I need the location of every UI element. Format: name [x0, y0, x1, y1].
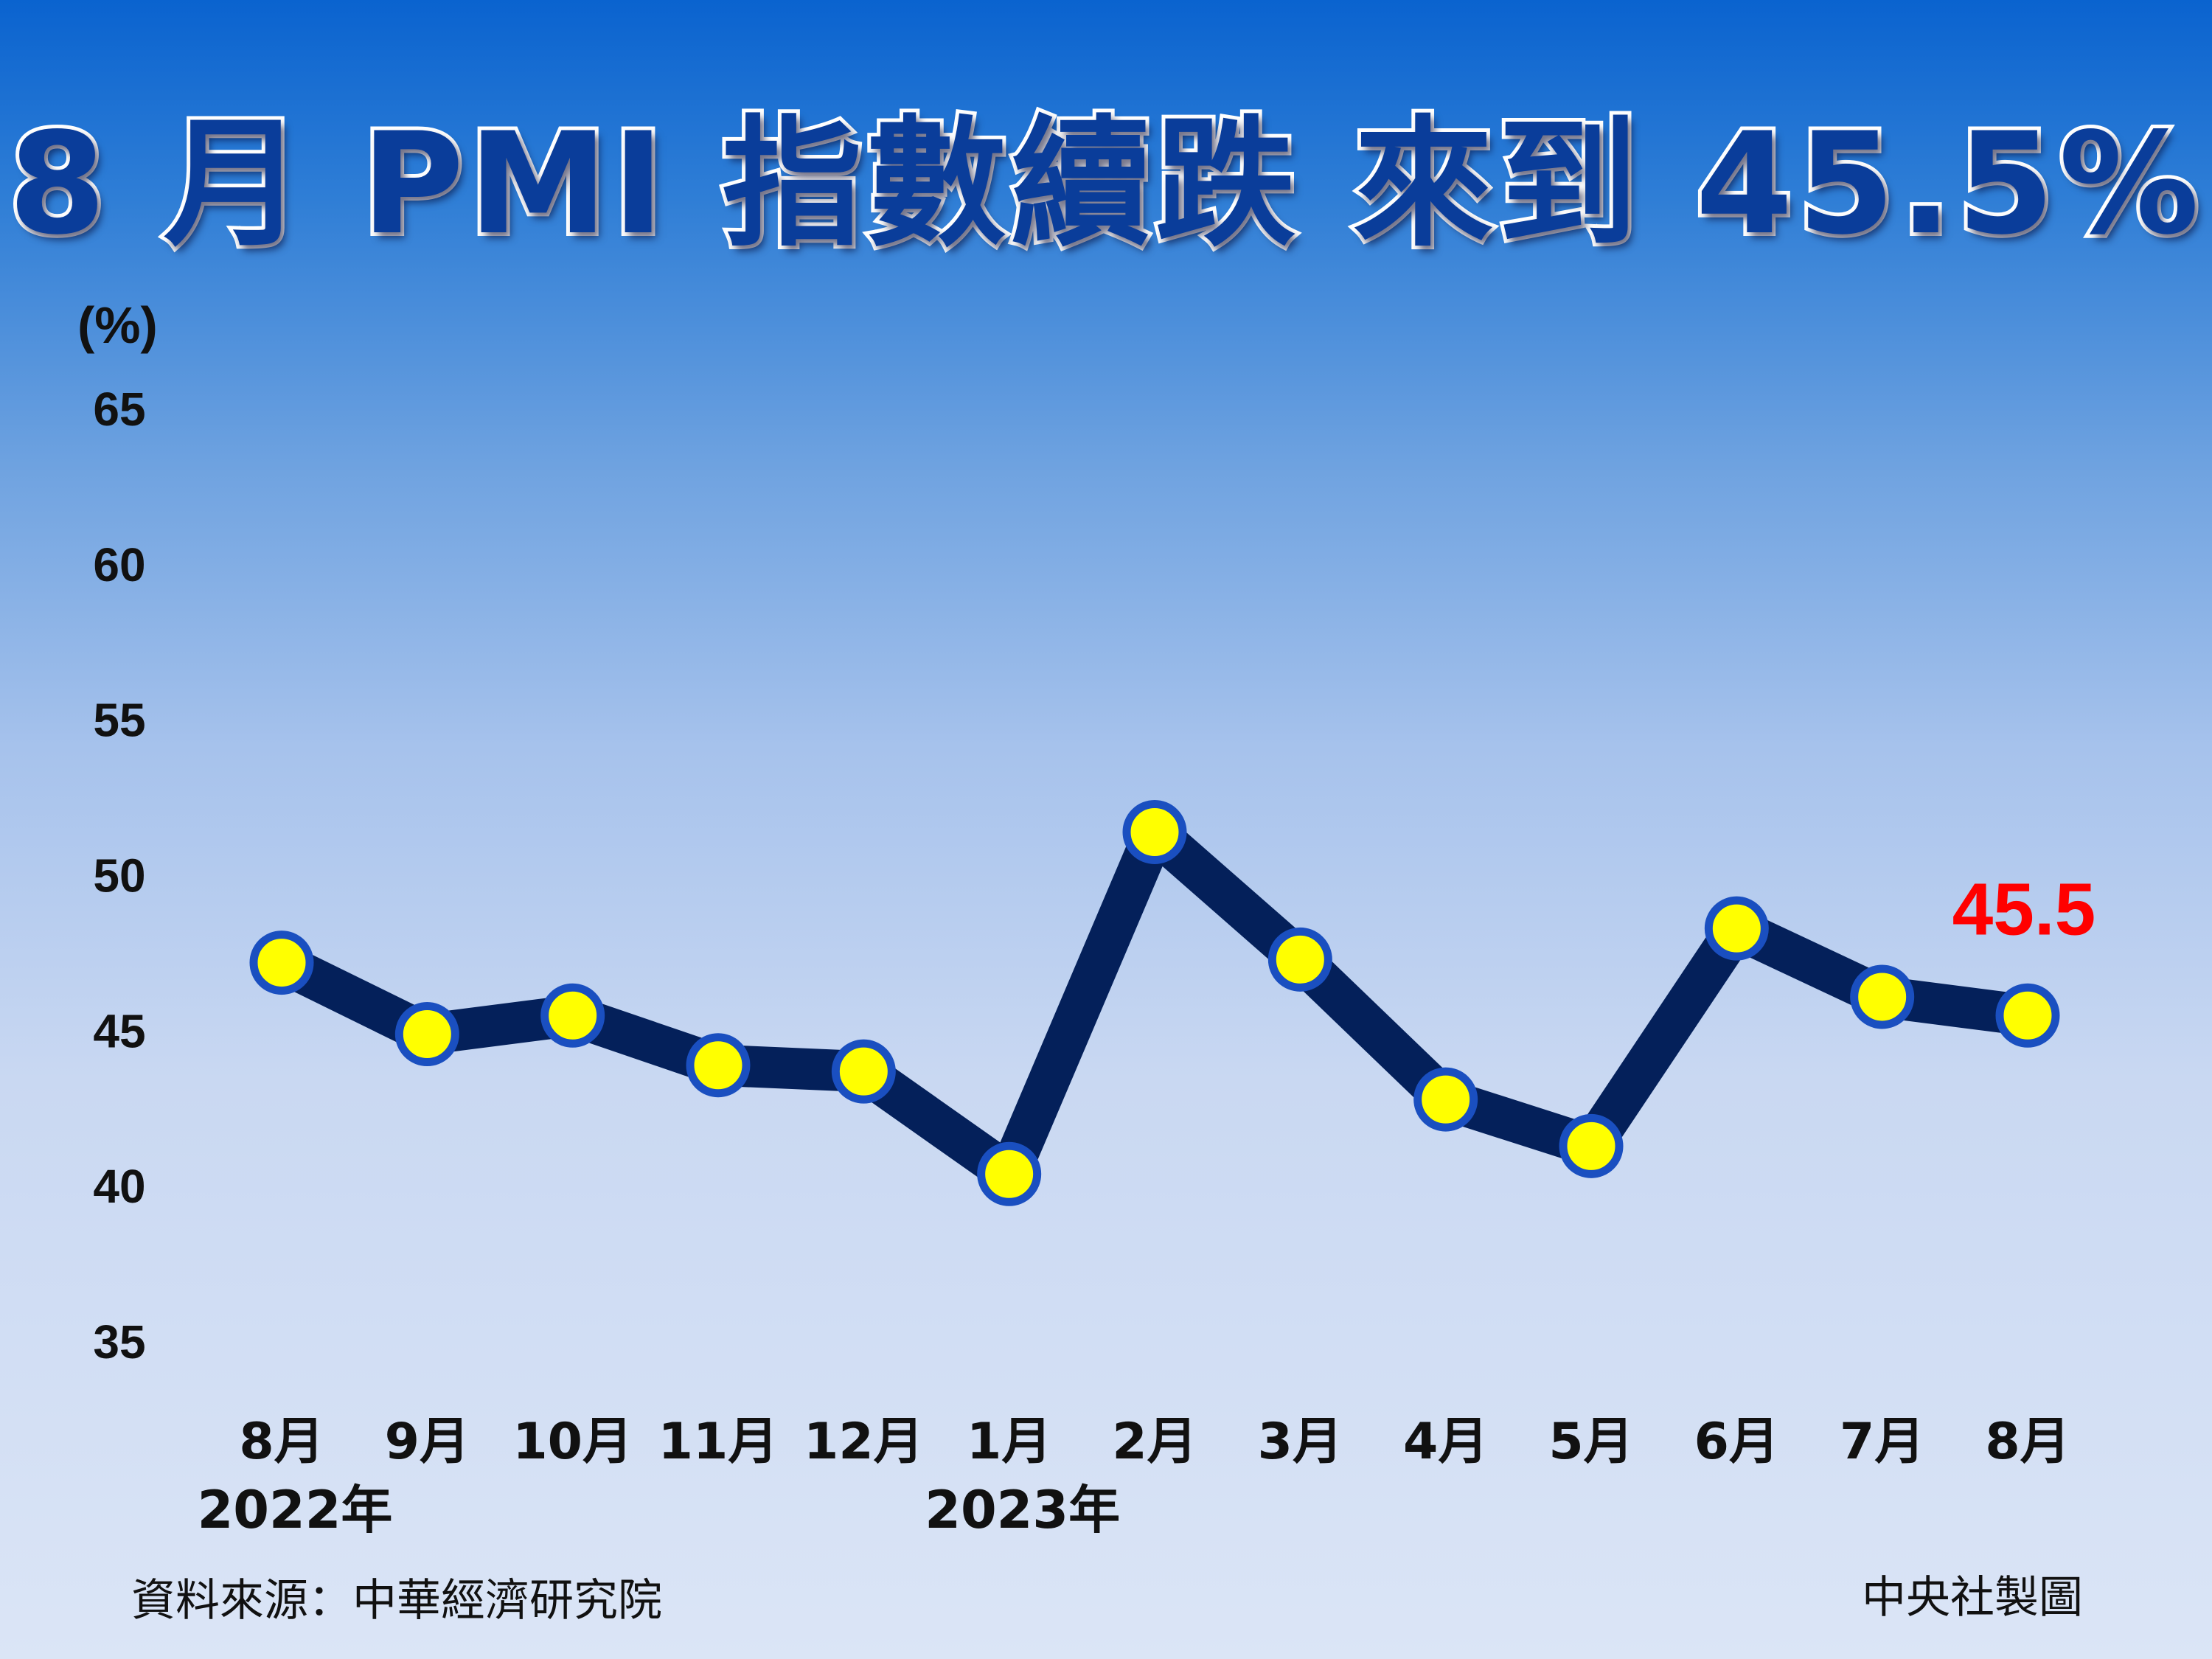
data-point-marker	[977, 1141, 1042, 1206]
x-category-label: 1月	[967, 1413, 1051, 1471]
data-point-marker	[249, 931, 314, 995]
data-point-marker	[1413, 1067, 1478, 1132]
y-tick-40: 40	[93, 1160, 145, 1213]
x-category-label: 8月	[239, 1413, 324, 1471]
x-category-label: 2月	[1112, 1413, 1197, 1471]
x-category-label: 6月	[1694, 1413, 1779, 1471]
source-note: 資料來源：中華經濟研究院	[131, 1575, 662, 1627]
x-category-label: 7月	[1840, 1413, 1924, 1471]
y-tick-60: 60	[93, 538, 145, 591]
x-axis-year-labels: 2022年 2023年	[198, 1480, 1120, 1540]
y-tick-65: 65	[93, 383, 145, 436]
credit-note: 中央社製圖	[1862, 1572, 2083, 1624]
data-point-marker	[1122, 799, 1187, 864]
y-tick-50: 50	[93, 849, 145, 902]
last-value-label: 45.5	[1952, 868, 2096, 950]
x-category-label: 11月	[658, 1413, 779, 1471]
chart-title: 8 月 PMI 指數續跌 來到 45.5%	[4, 99, 2204, 269]
data-points	[249, 799, 2060, 1206]
data-point-marker	[540, 983, 605, 1048]
annotation-group: 45.5	[1952, 868, 2096, 950]
x-category-label: 4月	[1403, 1413, 1488, 1471]
data-point-marker	[1850, 964, 1915, 1029]
x-axis-categories: 8月 9月 10月 11月 12月 1月 2月 3月 4月 5月 6月 7月 8月	[239, 1413, 2070, 1471]
y-axis-unit: (%)	[77, 296, 158, 354]
y-tick-55: 55	[93, 694, 145, 747]
x-category-label: 12月	[804, 1413, 924, 1471]
x-category-label: 3月	[1258, 1413, 1343, 1471]
data-point-marker	[394, 1002, 459, 1067]
data-point-marker	[1559, 1113, 1624, 1178]
data-point-marker	[1267, 927, 1332, 992]
x-category-label: 5月	[1548, 1413, 1633, 1471]
data-point-marker	[686, 1033, 751, 1098]
data-point-marker	[1704, 896, 1769, 961]
x-category-label: 9月	[385, 1413, 470, 1471]
data-point-marker	[831, 1039, 896, 1104]
x-year-label: 2023年	[925, 1480, 1120, 1540]
x-category-label: 10月	[512, 1413, 633, 1471]
x-year-label: 2022年	[198, 1480, 393, 1540]
y-axis-ticks: 65 60 55 50 45 40 35	[93, 383, 145, 1368]
data-point-marker	[1995, 983, 2060, 1048]
y-tick-45: 45	[93, 1004, 145, 1057]
x-category-label: 8月	[1985, 1413, 2070, 1471]
y-tick-35: 35	[93, 1315, 145, 1368]
